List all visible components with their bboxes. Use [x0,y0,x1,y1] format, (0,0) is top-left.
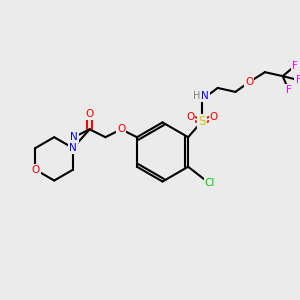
Text: N: N [70,132,78,142]
Text: O: O [85,109,94,118]
Text: F: F [286,85,292,95]
Text: O: O [186,112,194,122]
Text: N: N [201,91,209,101]
Text: O: O [31,165,40,175]
Text: O: O [245,77,253,87]
Text: O: O [117,124,125,134]
Text: S: S [198,115,206,128]
Text: F: F [296,75,300,85]
Text: F: F [292,61,298,71]
Text: O: O [210,112,218,122]
Text: Cl: Cl [205,178,215,188]
Text: N: N [69,143,77,153]
Text: H: H [193,91,201,101]
